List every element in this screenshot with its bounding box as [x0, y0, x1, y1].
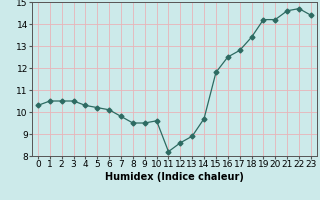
X-axis label: Humidex (Indice chaleur): Humidex (Indice chaleur) — [105, 172, 244, 182]
